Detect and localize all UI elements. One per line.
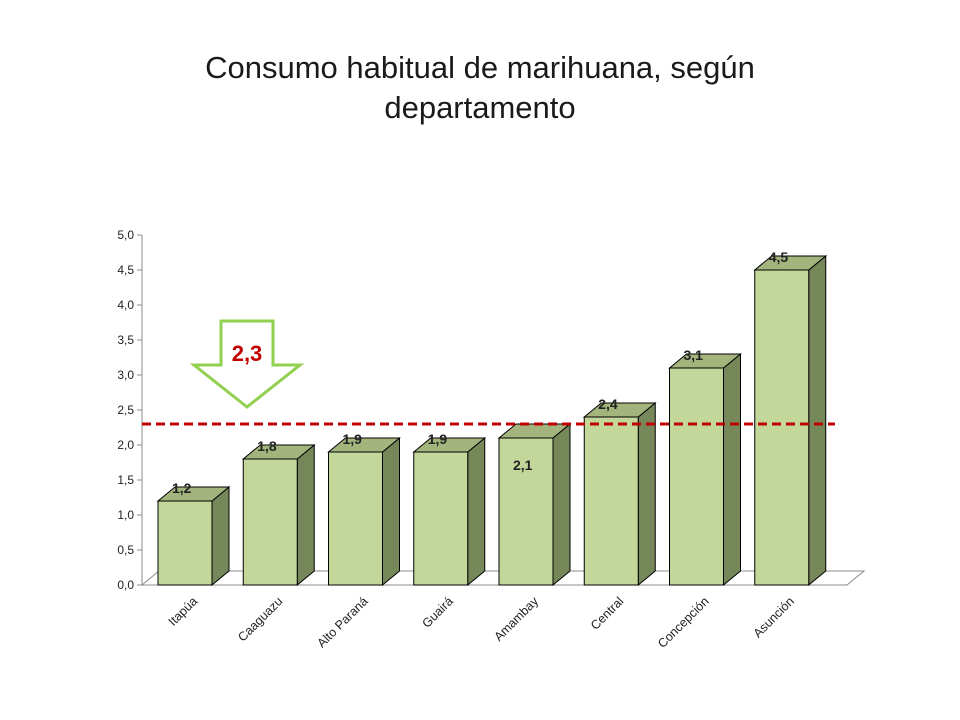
bar xyxy=(582,401,657,587)
bar-side xyxy=(637,401,656,587)
bar xyxy=(753,254,828,587)
reference-value-label: 2,3 xyxy=(232,341,263,366)
category-label: Itapúa xyxy=(166,594,201,629)
bar-front xyxy=(328,451,383,586)
bar-front xyxy=(754,269,810,586)
bar-side xyxy=(296,443,315,587)
bar-side xyxy=(552,422,571,587)
data-label: 1,8 xyxy=(257,438,277,454)
bar xyxy=(241,443,316,587)
bar-side xyxy=(211,485,230,587)
y-axis: 0,0 0,5 1,0 1,5 2,0 2,5 3,0 3,5 4,0 4,5 5,0 xyxy=(117,228,866,592)
bar xyxy=(668,352,742,587)
bar xyxy=(412,436,487,587)
category-label: Alto Paraná xyxy=(315,594,371,650)
bar xyxy=(156,485,231,587)
bar-front xyxy=(242,458,298,586)
bar-front xyxy=(157,500,213,586)
data-label: 1,9 xyxy=(428,431,448,447)
y-tick-label: 0,5 xyxy=(117,543,134,557)
data-label: 2,4 xyxy=(598,396,618,412)
reference-line-group: 2,3 xyxy=(142,319,835,426)
bar-side xyxy=(382,436,400,587)
category-label: Guairá xyxy=(419,594,455,630)
data-label: 3,1 xyxy=(684,347,704,363)
bar-side xyxy=(467,436,486,587)
y-tick-label: 0,0 xyxy=(117,578,134,592)
bar-front xyxy=(669,367,724,586)
data-labels: 1,2 1,8 1,9 1,9 2,1 2,4 3,1 4,5 xyxy=(172,249,788,496)
bar xyxy=(497,422,572,587)
y-tick-label: 1,0 xyxy=(117,508,134,522)
bar-front xyxy=(583,416,639,586)
y-tick-label: 3,0 xyxy=(117,368,134,382)
category-label: Caaguazu xyxy=(235,594,285,644)
data-label: 1,2 xyxy=(172,480,192,496)
y-tick-label: 1,5 xyxy=(117,473,134,487)
bar-front xyxy=(498,437,554,586)
data-label: 1,9 xyxy=(343,431,363,447)
data-label: 4,5 xyxy=(769,249,789,265)
down-arrow-icon xyxy=(189,319,305,409)
y-tick-label: 3,5 xyxy=(117,333,134,347)
y-tick-label: 2,0 xyxy=(117,438,134,452)
bar xyxy=(327,436,401,587)
category-label: Concepción xyxy=(655,594,712,651)
category-label: Asunción xyxy=(751,594,797,640)
bar-front xyxy=(413,451,469,586)
y-tick-label: 5,0 xyxy=(117,228,134,242)
category-label: Central xyxy=(588,594,626,632)
bar-side xyxy=(808,254,827,587)
y-tick-label: 4,5 xyxy=(117,263,134,277)
y-tick-label: 4,0 xyxy=(117,298,134,312)
bar-series xyxy=(156,254,828,587)
y-tick-label: 2,5 xyxy=(117,403,134,417)
data-label: 2,1 xyxy=(513,457,533,473)
bar-side xyxy=(723,352,741,587)
category-label: Amambay xyxy=(491,594,541,644)
chart-title: Consumo habitual de marihuana, según dep… xyxy=(205,50,755,125)
category-labels: Itapúa Caaguazu Alto Paraná Guairá Amambay Ce… xyxy=(166,594,797,651)
